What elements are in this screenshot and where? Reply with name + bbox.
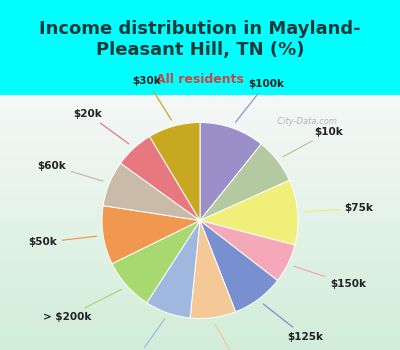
Bar [0, 248, 400, 252]
Text: $75k: $75k [304, 203, 373, 213]
Bar [0, 120, 400, 124]
Bar [0, 282, 400, 286]
Text: $20k: $20k [73, 109, 129, 144]
Text: $100k: $100k [236, 79, 284, 122]
Wedge shape [102, 206, 200, 264]
Bar [0, 146, 400, 150]
Bar [0, 273, 400, 278]
Text: $60k: $60k [37, 161, 103, 181]
Bar [0, 150, 400, 154]
Text: $150k: $150k [294, 266, 366, 289]
Bar [0, 171, 400, 175]
Bar [0, 295, 400, 299]
Bar [0, 222, 400, 226]
Text: $50k: $50k [28, 236, 96, 247]
Bar [0, 214, 400, 218]
Bar [0, 180, 400, 184]
Bar [0, 188, 400, 193]
Bar [0, 163, 400, 167]
Bar [0, 252, 400, 256]
Wedge shape [103, 163, 200, 220]
Bar [0, 312, 400, 316]
Bar [0, 218, 400, 222]
Bar [0, 128, 400, 133]
Bar [0, 112, 400, 116]
Bar [0, 167, 400, 171]
Bar [0, 303, 400, 307]
Wedge shape [200, 220, 295, 280]
Text: $40k: $40k [123, 319, 165, 350]
Bar [0, 124, 400, 128]
Bar [0, 269, 400, 273]
Bar [0, 99, 400, 103]
Bar [0, 231, 400, 235]
Bar [0, 103, 400, 107]
Bar [0, 197, 400, 201]
Bar [0, 337, 400, 342]
Bar [0, 184, 400, 188]
Bar [0, 316, 400, 320]
Text: > $200k: > $200k [43, 289, 121, 322]
Bar [0, 235, 400, 239]
Bar [0, 265, 400, 269]
Bar [0, 133, 400, 137]
Bar [0, 209, 400, 214]
Bar [0, 137, 400, 141]
Bar [0, 278, 400, 282]
Bar [0, 94, 400, 99]
Text: $10k: $10k [283, 127, 344, 157]
Bar [0, 244, 400, 248]
Bar [0, 226, 400, 231]
Wedge shape [120, 136, 200, 220]
Bar [0, 342, 400, 346]
Wedge shape [200, 122, 261, 220]
Bar [0, 346, 400, 350]
Bar [0, 175, 400, 180]
Wedge shape [147, 220, 200, 318]
Wedge shape [112, 220, 200, 303]
Text: City-Data.com: City-Data.com [272, 118, 337, 126]
Bar [0, 239, 400, 244]
Wedge shape [200, 220, 278, 312]
Bar [0, 320, 400, 324]
Bar [0, 205, 400, 209]
Bar [0, 141, 400, 146]
Text: All residents: All residents [156, 73, 244, 86]
Wedge shape [200, 144, 289, 220]
Bar [0, 201, 400, 205]
Bar [0, 299, 400, 303]
Bar [0, 193, 400, 197]
Bar [0, 286, 400, 290]
Wedge shape [200, 180, 298, 245]
Wedge shape [190, 220, 236, 318]
Text: $200k: $200k [215, 324, 256, 350]
Text: $125k: $125k [263, 304, 323, 342]
Text: Income distribution in Mayland-
Pleasant Hill, TN (%): Income distribution in Mayland- Pleasant… [39, 20, 361, 59]
Bar [0, 329, 400, 333]
Text: $30k: $30k [132, 76, 171, 120]
Bar [0, 158, 400, 163]
Bar [0, 290, 400, 295]
Bar [0, 116, 400, 120]
Bar [0, 333, 400, 337]
Bar [0, 260, 400, 265]
Bar [0, 307, 400, 312]
Bar [0, 324, 400, 329]
Bar [0, 256, 400, 260]
Bar [0, 154, 400, 158]
Bar [0, 107, 400, 112]
Wedge shape [150, 122, 200, 220]
